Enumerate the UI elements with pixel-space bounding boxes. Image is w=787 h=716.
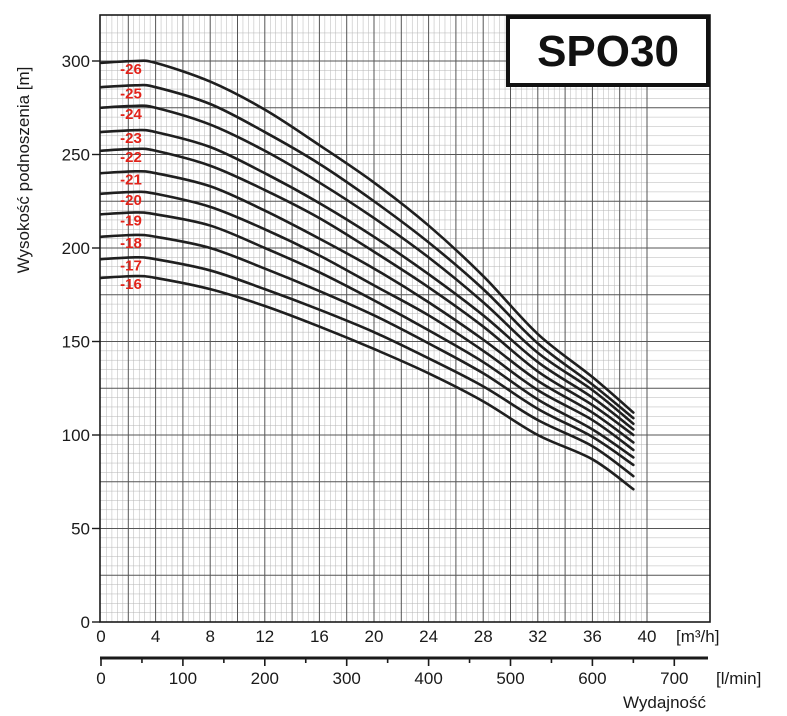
x2-tick-label: 300 <box>333 669 361 688</box>
y-axis-label: Wysokość podnoszenia [m] <box>14 67 33 274</box>
pump-curve <box>99 274 635 491</box>
curve-label: -17 <box>120 257 142 274</box>
x2-tick-label: 0 <box>96 669 105 688</box>
x-tick-label: 16 <box>310 627 329 646</box>
x2-tick-label: 400 <box>414 669 442 688</box>
curve-label: -18 <box>120 235 142 252</box>
x-axis-label: Wydajność <box>623 693 706 712</box>
x2-tick-label: 100 <box>169 669 197 688</box>
x2-axis-unit: [l/min] <box>716 669 761 688</box>
x-tick-label: 20 <box>365 627 384 646</box>
y-tick-label: 200 <box>62 239 90 258</box>
y-tick-label: 150 <box>62 333 90 352</box>
pump-curves <box>99 59 635 491</box>
model-badge: SPO30 <box>506 15 710 87</box>
pump-curve <box>99 169 635 444</box>
y-tick-label: 50 <box>71 520 90 539</box>
curve-label: -21 <box>120 171 142 188</box>
x2-tick-label: 200 <box>251 669 279 688</box>
x-tick-label: 24 <box>419 627 438 646</box>
y-tick-label: 100 <box>62 426 90 445</box>
x-tick-label: 32 <box>528 627 547 646</box>
pump-curve <box>99 128 635 431</box>
x-tick-label: 0 <box>96 627 105 646</box>
pump-curve <box>99 83 635 420</box>
x-tick-label: 8 <box>205 627 214 646</box>
curve-label: -19 <box>120 212 142 229</box>
y-tick-label: 250 <box>62 146 90 165</box>
pump-curve <box>99 233 635 467</box>
model-badge-box <box>506 15 710 87</box>
y-tick-label: 0 <box>81 613 90 632</box>
chart-title: SPO30 <box>537 27 679 76</box>
curve-label: -23 <box>120 130 142 147</box>
x2-tick-label: 600 <box>578 669 606 688</box>
pump-curve <box>99 211 635 459</box>
x-tick-label: 4 <box>151 627 160 646</box>
pump-curve <box>99 104 635 426</box>
curve-label: -24 <box>120 106 142 123</box>
x-tick-label: 28 <box>474 627 493 646</box>
curve-label: -26 <box>120 61 142 78</box>
x-axis-unit: [m³/h] <box>676 627 719 646</box>
pump-curve <box>99 190 635 452</box>
x-axis-ticks: 0 4 8 12 16 20 24 28 32 36 40 <box>96 627 656 646</box>
x2-tick-label: 700 <box>660 669 688 688</box>
x-tick-label: 36 <box>583 627 602 646</box>
x2-tick-label: 500 <box>496 669 524 688</box>
secondary-x-axis: 0 100 200 300 400 500 600 700 <box>96 656 708 688</box>
x-tick-label: 12 <box>255 627 274 646</box>
plot-frame <box>99 14 711 623</box>
curve-labels: -26 -25 -24 -23 -22 -21 -20 -19 -18 -17 -16 <box>120 61 142 293</box>
pump-curve <box>99 59 635 414</box>
curve-label: -25 <box>120 85 142 102</box>
major-grid <box>100 15 710 622</box>
pump-curve <box>99 256 635 478</box>
curve-label: -20 <box>120 192 142 209</box>
curve-label: -16 <box>120 276 142 293</box>
curve-label: -22 <box>120 149 142 166</box>
pump-curve <box>99 147 635 437</box>
y-axis-ticks: 0 50 100 150 200 250 300 <box>62 52 100 632</box>
y-tick-label: 300 <box>62 52 90 71</box>
x-tick-label: 40 <box>638 627 657 646</box>
